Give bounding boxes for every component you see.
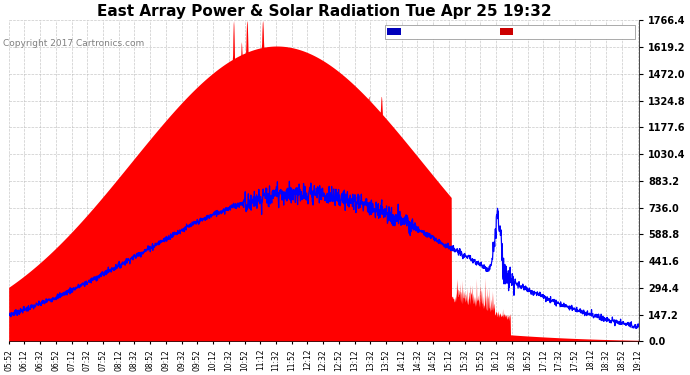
Legend: Radiation (w/m2), East Array (DC Watts): Radiation (w/m2), East Array (DC Watts) (384, 25, 635, 39)
Title: East Array Power & Solar Radiation Tue Apr 25 19:32: East Array Power & Solar Radiation Tue A… (97, 4, 551, 19)
Text: Copyright 2017 Cartronics.com: Copyright 2017 Cartronics.com (3, 39, 145, 48)
